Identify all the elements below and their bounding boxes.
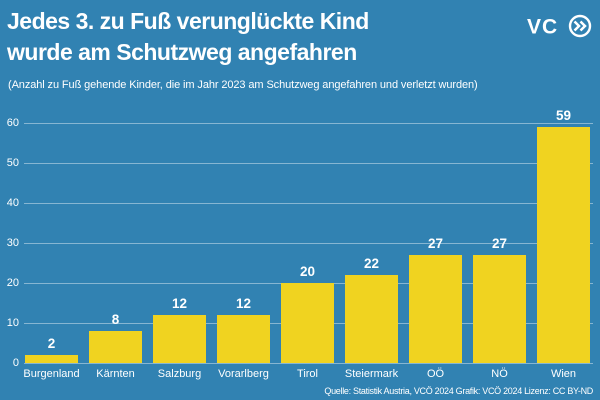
source-caption: Quelle: Statistik Austria, VCÖ 2024 Graf… [324,386,593,396]
x-axis-label: OÖ [426,368,445,380]
x-axis-label: Burgenland [23,368,80,380]
bar-column: 2 Burgenland [23,336,79,380]
bar [345,275,398,363]
bar-value-label: 27 [491,236,508,251]
bar [409,255,462,363]
y-tick-label: 40 [6,197,19,209]
bar-value-label: 12 [171,296,188,311]
bar-column: 27 NÖ [473,236,526,380]
bar-value-label: 12 [235,296,252,311]
x-axis-label: NÖ [491,368,508,380]
bar-value-label: 22 [363,256,380,271]
title-line-2: wurde am Schutzweg angefahren [7,39,357,65]
bars-container: 2 Burgenland 8 Kärnten 12 Salzburg 12 Vorarlber… [23,108,593,380]
bar [473,255,526,363]
y-tick-label: 20 [6,277,19,289]
y-tick-label: 50 [6,157,19,169]
x-axis-label: Wien [550,368,577,380]
gridline [24,363,593,364]
logo-ring-icon [568,14,592,38]
page-title: Jedes 3. zu Fuß verunglückte Kind wurde a… [7,6,369,68]
bar-column: 27 OÖ [409,236,462,380]
x-axis-label: Salzburg [157,368,202,380]
bar [89,331,142,363]
bar [153,315,206,363]
bar-value-label: 20 [299,264,316,279]
y-tick-label: 60 [6,117,19,129]
bar-column: 12 Salzburg [153,296,206,380]
x-axis-label: Kärnten [96,368,135,380]
title-line-1: Jedes 3. zu Fuß verunglückte Kind [7,8,369,34]
gridline [24,123,593,124]
vcoe-logo-graphic: VC [527,14,592,39]
bar-value-label: 2 [47,336,56,351]
bar-column: 22 Steiermark [345,256,398,380]
logo-chevron-right-icon [579,20,587,32]
chart-subtitle: (Anzahl zu Fuß gehende Kinder, die im Ja… [8,79,478,91]
x-axis-label: Steiermark [344,368,399,380]
bar [217,315,270,363]
bar-value-label: 8 [111,312,120,327]
y-tick-label: 10 [6,317,19,329]
x-axis-label: Vorarlberg [218,368,269,380]
gridline [24,203,593,204]
y-tick-label: 30 [6,237,19,249]
logo-chevron-right-icon [573,20,581,32]
y-tick-label: 0 [12,357,19,369]
bar [281,283,334,363]
bar [537,127,590,363]
bar-column: 8 Kärnten [89,312,142,380]
bar-column: 12 Vorarlberg [217,296,270,380]
bar-value-label: 27 [427,236,444,251]
vcoe-logo: VC [527,14,593,39]
bar-column: 59 Wien [537,108,590,380]
bar-value-label: 59 [555,108,572,123]
gridline [24,163,593,164]
bar-chart: 0 10 20 30 40 50 60 2 Burgenland 8 Kärnten 12 Salzb… [7,108,593,380]
gridline [24,243,593,244]
x-axis-label: Tirol [297,368,318,380]
logo-vc-text: VC [527,16,558,39]
bar [25,355,78,363]
bar-column: 20 Tirol [281,264,334,380]
